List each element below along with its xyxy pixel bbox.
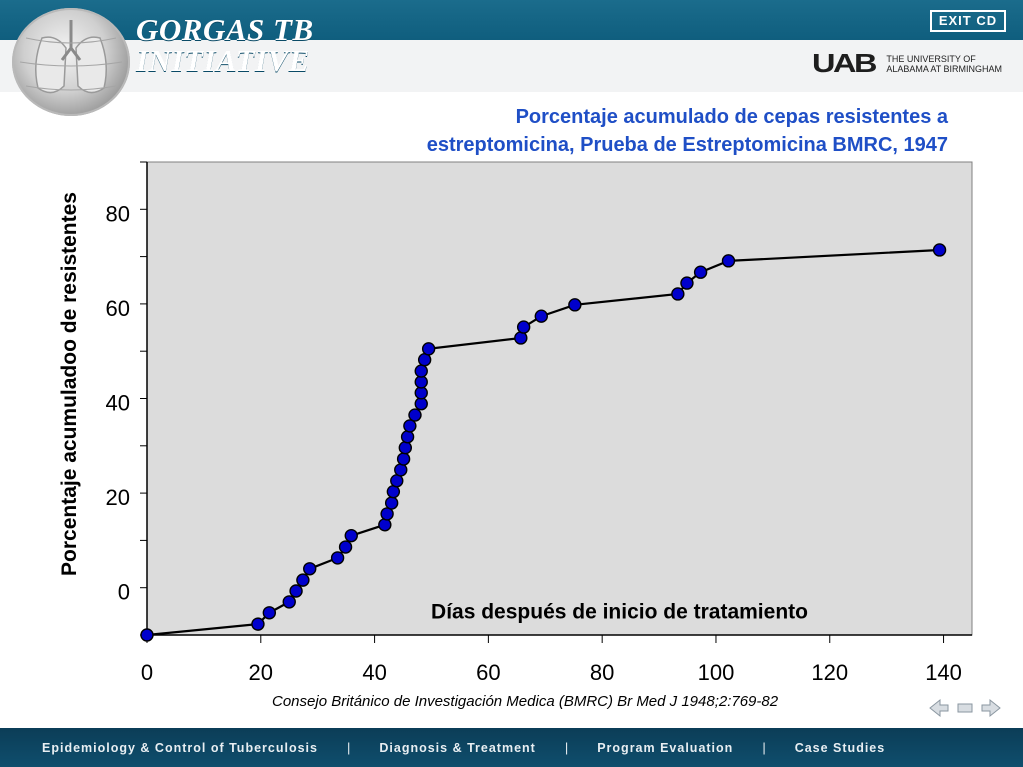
data-point — [344, 528, 358, 543]
x-tick-label: 100 — [698, 660, 735, 685]
data-point — [400, 430, 415, 444]
data-point — [516, 320, 531, 334]
footer-nav: Epidemiology & Control of Tuberculosis | D… — [42, 740, 885, 755]
x-tick-label: 140 — [925, 660, 962, 685]
y-tick-label: 20 — [106, 485, 130, 510]
data-point — [408, 408, 422, 422]
data-point — [693, 265, 708, 279]
data-point — [289, 584, 303, 598]
data-point — [140, 628, 154, 642]
data-point — [330, 551, 345, 565]
data-point — [421, 342, 436, 356]
y-tick-label: 40 — [106, 391, 130, 416]
slide-navigation — [929, 698, 1001, 718]
data-point — [398, 440, 413, 455]
next-arrow-icon[interactable] — [981, 698, 1001, 718]
header-bottom-band — [0, 40, 1023, 92]
uab-name: THE UNIVERSITY OF ALABAMA AT BIRMINGHAM — [886, 54, 1002, 74]
x-tick-label: 120 — [811, 660, 848, 685]
brand-line1: GORGAS TB — [136, 12, 314, 47]
data-point — [932, 243, 947, 257]
chart-title-line2: estreptomicina, Prueba de Estreptomicina… — [426, 134, 948, 156]
footer-nav-item[interactable]: Diagnosis & Treatment — [379, 740, 536, 755]
data-point — [262, 606, 277, 620]
brand-logo: GORGAS TB INITIATIVE — [136, 14, 314, 76]
y-tick-label: 60 — [106, 296, 130, 321]
data-point — [303, 562, 317, 576]
x-axis-label: Días después de inicio de tratamiento — [431, 600, 808, 623]
x-tick-label: 20 — [249, 660, 273, 685]
data-point — [680, 276, 694, 290]
data-point — [384, 496, 399, 510]
y-tick-label: 0 — [118, 580, 130, 605]
exit-cd-button[interactable]: EXIT CD — [930, 10, 1006, 32]
data-point — [296, 573, 310, 587]
footer-nav-item[interactable]: Epidemiology & Control of Tuberculosis — [42, 740, 318, 755]
plot-area — [146, 161, 973, 636]
data-point — [534, 309, 548, 323]
chart-title: Porcentaje acumulado de cepas resistente… — [248, 103, 948, 159]
data-point — [338, 540, 353, 554]
footer-nav-bar: Epidemiology & Control of Tuberculosis | D… — [0, 728, 1023, 767]
data-point — [568, 298, 582, 312]
citation: Consejo Británico de Investigación Medic… — [272, 693, 779, 710]
uab-mark: UAB — [812, 48, 877, 78]
y-axis-label: Porcentaje acumuladoo de resistentes — [58, 192, 81, 576]
y-tick-label: 80 — [106, 201, 130, 226]
brand-line2: INITIATIVE — [136, 43, 310, 78]
x-tick-label: 0 — [141, 660, 153, 685]
chart-title-line1: Porcentaje acumulado de cepas resistente… — [515, 106, 948, 128]
prev-arrow-icon[interactable] — [929, 698, 949, 718]
data-point — [386, 484, 401, 499]
footer-separator: | — [346, 740, 351, 755]
header-banner — [0, 0, 1023, 92]
header-top-band — [0, 0, 1023, 40]
uab-name-line2: ALABAMA AT BIRMINGHAM — [886, 63, 1003, 74]
x-tick-label: 80 — [590, 660, 614, 685]
footer-separator: | — [762, 740, 766, 755]
footer-nav-item[interactable]: Program Evaluation — [597, 740, 734, 755]
home-arrow-icon[interactable] — [957, 703, 973, 713]
data-point — [514, 331, 528, 345]
data-point — [396, 452, 411, 466]
footer-nav-item[interactable]: Case Studies — [794, 740, 886, 755]
data-point — [282, 595, 296, 609]
data-point — [721, 254, 736, 268]
uab-name-line1: THE UNIVERSITY OF — [886, 53, 976, 64]
data-point — [403, 419, 417, 433]
x-tick-label: 40 — [362, 660, 386, 685]
uab-logo: UAB THE UNIVERSITY OF ALABAMA AT BIRMING… — [812, 48, 1002, 79]
data-point — [414, 364, 428, 378]
data-point — [671, 287, 685, 301]
data-point — [378, 518, 392, 532]
x-tick-label: 60 — [476, 660, 500, 685]
data-point — [394, 463, 408, 477]
footer-separator: | — [564, 740, 569, 755]
data-point — [251, 617, 265, 631]
lungs-globe-icon — [12, 8, 130, 116]
